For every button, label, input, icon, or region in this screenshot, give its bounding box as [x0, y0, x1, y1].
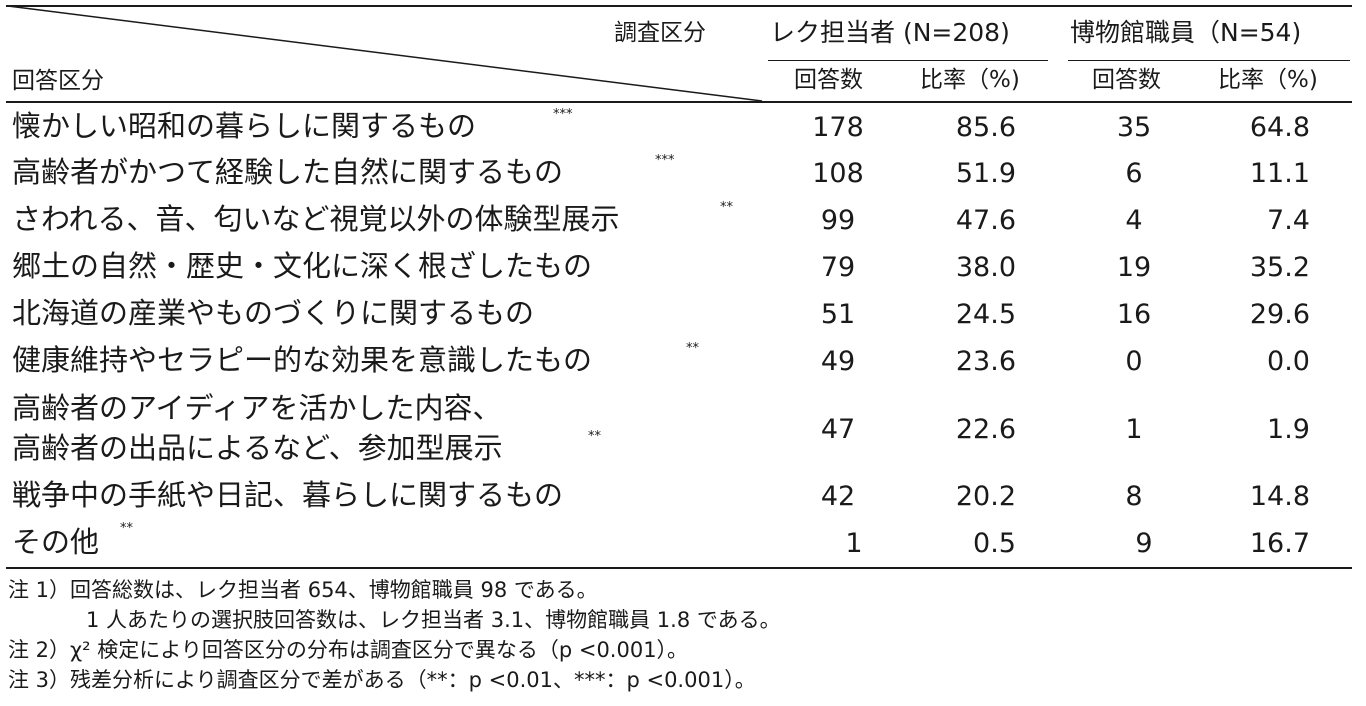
table-bottom-rule	[6, 567, 1352, 569]
group2-ratio-cell: 35.2	[1249, 252, 1310, 283]
note-3: 注 3）残差分析により調査区分で差がある（**：p <0.01、***：p <0…	[8, 668, 756, 692]
group2-count-cell: 0	[1125, 346, 1143, 377]
header-diagonal-line	[7, 5, 763, 102]
group1-ratio-cell: 38.0	[955, 252, 1016, 283]
significance-mark: ***	[655, 153, 675, 168]
group2-ratio-cell: 7.4	[1267, 205, 1310, 236]
note-1-continued: 1 人あたりの選択肢回答数は、レク担当者 3.1、博物館職員 1.8 である。	[86, 608, 781, 632]
row-label: その他	[12, 525, 100, 559]
group1-ratio-cell: 85.6	[955, 112, 1016, 143]
group2-header: 博物館職員（N=54)	[1070, 18, 1302, 47]
group1-ratio-cell: 23.6	[955, 346, 1016, 377]
group1-ratio-cell: 0.5	[973, 528, 1016, 559]
row-label: 郷土の自然・歴史・文化に深く根ざしたもの	[12, 249, 593, 283]
note-2: 注 2）χ² 検定により回答区分の分布は調査区分で異なる（p <0.001）。	[8, 638, 689, 662]
group2-ratio-cell: 64.8	[1249, 112, 1310, 143]
group2-count-cell: 6	[1125, 158, 1143, 189]
group2-ratio-cell: 29.6	[1249, 299, 1310, 330]
group1-header: レク担当者 (N=208)	[770, 18, 1010, 47]
significance-mark: **	[686, 341, 699, 356]
group1-count-cell: 47	[820, 414, 856, 445]
group1-count-cell: 99	[820, 205, 856, 236]
row-label: 高齢者のアイディアを活かした内容、	[12, 391, 502, 425]
row-label: 戦争中の手紙や日記、暮らしに関するもの	[12, 478, 564, 512]
group2-ratio-header: 比率（%)	[1218, 67, 1318, 93]
group2-count-cell: 19	[1116, 252, 1152, 283]
group2-count-cell: 1	[1125, 414, 1143, 445]
group1-count-cell: 79	[820, 252, 856, 283]
significance-mark: **	[120, 521, 133, 536]
row-label: 北海道の産業やものづくりに関するもの	[12, 296, 535, 330]
answer-category-label: 回答区分	[12, 68, 104, 94]
group1-ratio-cell: 51.9	[955, 158, 1016, 189]
row-label: 健康維持やセラピー的な効果を意識したもの	[12, 343, 593, 377]
row-label: 高齢者がかつて経験した自然に関するもの	[12, 155, 564, 189]
group1-ratio-header: 比率（%)	[920, 67, 1020, 93]
group1-count-cell: 178	[812, 112, 864, 143]
group2-count-cell: 35	[1116, 112, 1152, 143]
group2-ratio-cell: 0.0	[1267, 346, 1310, 377]
row-label: さわれる、音、匂いなど視覚以外の体験型展示	[12, 202, 620, 236]
group2-ratio-cell: 14.8	[1249, 481, 1310, 512]
group2-ratio-cell: 1.9	[1267, 414, 1310, 445]
significance-mark: **	[588, 429, 601, 444]
group2-count-cell: 4	[1125, 205, 1143, 236]
group2-count-cell: 16	[1116, 299, 1152, 330]
header-bottom-rule	[6, 101, 1352, 103]
group2-underline	[1068, 60, 1350, 61]
survey-category-label: 調査区分	[614, 20, 706, 46]
group1-count-header: 回答数	[794, 67, 863, 93]
group2-ratio-cell: 11.1	[1249, 158, 1310, 189]
row-label-line2: 高齢者の出品によるなど、参加型展示	[12, 431, 503, 465]
group2-count-header: 回答数	[1092, 67, 1161, 93]
significance-mark: **	[720, 200, 733, 215]
group1-ratio-cell: 22.6	[955, 414, 1016, 445]
group2-count-cell: 8	[1125, 481, 1143, 512]
group1-count-cell: 108	[812, 158, 864, 189]
group1-count-cell: 49	[820, 346, 856, 377]
group2-ratio-cell: 16.7	[1249, 528, 1310, 559]
group1-ratio-cell: 24.5	[955, 299, 1016, 330]
group1-count-cell: 42	[820, 481, 856, 512]
group1-count-cell: 51	[820, 299, 856, 330]
row-label: 懐かしい昭和の暮らしに関するもの	[12, 109, 477, 143]
group1-count-cell: 1	[845, 528, 863, 559]
group1-ratio-cell: 20.2	[955, 481, 1016, 512]
group1-ratio-cell: 47.6	[955, 205, 1016, 236]
group1-underline	[768, 60, 1048, 61]
group2-count-cell: 9	[1135, 528, 1153, 559]
top-rule	[6, 5, 1352, 7]
significance-mark: ***	[553, 107, 573, 122]
note-1: 注 1）回答総数は、レク担当者 654、博物館職員 98 である。	[8, 578, 598, 602]
